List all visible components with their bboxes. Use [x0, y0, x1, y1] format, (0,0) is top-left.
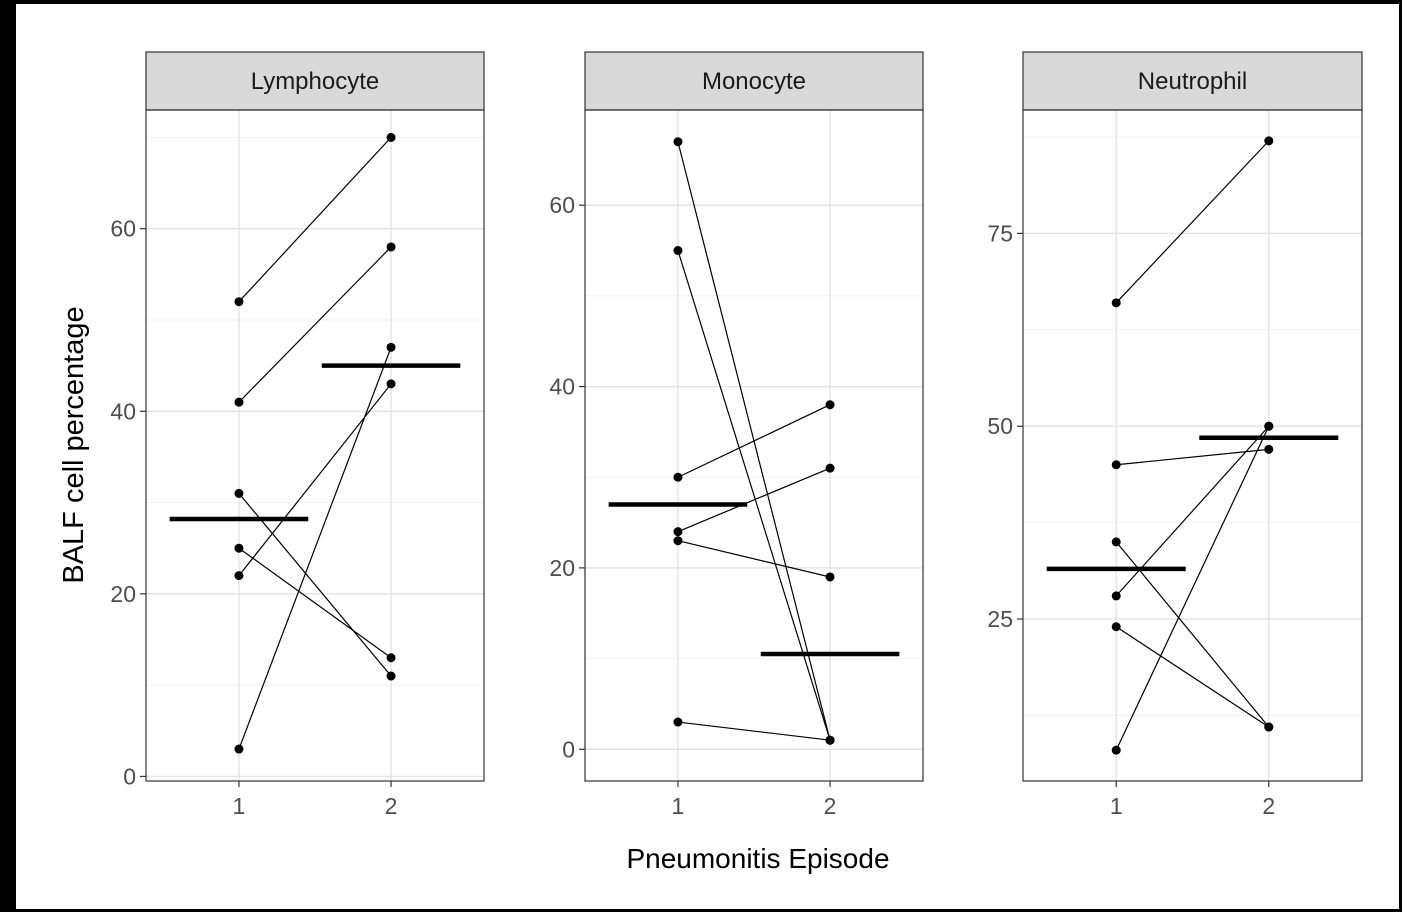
data-point-episode-2	[825, 400, 835, 410]
facet-panel-2: Monocyte 0 20 40 60 1 2	[549, 51, 924, 819]
x-tick-label: 1	[1110, 793, 1123, 819]
data-point-episode-1	[1111, 591, 1121, 601]
data-point-episode-1	[234, 297, 244, 307]
x-axis-title: Pneumonitis Episode	[626, 843, 889, 874]
data-point-episode-2	[825, 572, 835, 582]
facet-title: Monocyte	[702, 68, 806, 95]
pair-line	[1115, 541, 1270, 728]
data-point-episode-1	[234, 488, 244, 498]
x-tick-label: 1	[233, 793, 246, 819]
pair-line	[677, 250, 831, 741]
data-point-episode-1	[234, 744, 244, 754]
data-point-episode-1	[1111, 537, 1121, 547]
panel-border	[584, 109, 924, 782]
data-point-episode-1	[673, 536, 683, 546]
facet-strip	[584, 51, 924, 111]
data-point-episode-1	[673, 246, 683, 256]
data-point-episode-2	[386, 671, 396, 681]
data-point-episode-1	[673, 527, 683, 537]
data-point-episode-2	[386, 132, 396, 142]
facet-strip	[1022, 51, 1363, 111]
y-tick-label: 20	[110, 581, 136, 607]
data-point-episode-1	[234, 571, 244, 581]
y-tick-label: 0	[562, 736, 575, 762]
pair-line	[238, 136, 392, 303]
pair-line	[1115, 140, 1270, 304]
data-point-episode-2	[386, 242, 396, 252]
data-point-episode-2	[1264, 421, 1274, 431]
data-point-episode-2	[825, 735, 835, 745]
y-tick-label: 50	[987, 413, 1013, 439]
data-point-episode-2	[386, 342, 396, 352]
y-tick-label: 75	[987, 220, 1013, 246]
x-tick-label: 2	[824, 793, 837, 819]
pair-line	[1115, 425, 1270, 751]
pair-line	[238, 493, 392, 677]
y-tick-label: 40	[110, 398, 136, 424]
panel-background	[146, 110, 484, 781]
data-point-episode-1	[1111, 745, 1121, 755]
y-tick-label: 60	[110, 216, 136, 242]
facet-panel-1: Lymphocyte 0 20 40 60 1 2	[110, 51, 485, 819]
pair-line	[1115, 626, 1270, 728]
y-tick-label: 60	[549, 192, 575, 218]
x-tick-label: 2	[385, 793, 398, 819]
y-tick-label: 40	[549, 374, 575, 400]
facet-title: Neutrophil	[1138, 68, 1247, 95]
facet-title: Lymphocyte	[251, 68, 380, 95]
y-tick-label: 0	[123, 763, 136, 789]
panel-background	[1023, 110, 1362, 781]
data-point-episode-1	[1111, 622, 1121, 632]
x-tick-label: 2	[1262, 793, 1275, 819]
data-point-episode-2	[386, 653, 396, 663]
pair-line	[677, 467, 831, 533]
data-point-episode-1	[234, 397, 244, 407]
panel-background	[585, 110, 923, 781]
data-point-episode-1	[1111, 298, 1121, 308]
pair-line	[1116, 448, 1269, 466]
data-point-episode-2	[825, 463, 835, 473]
y-axis-title-group: BALF cell percentage	[58, 306, 90, 583]
pair-line	[677, 721, 831, 741]
data-point-episode-1	[1111, 460, 1121, 470]
panel-border	[1022, 109, 1363, 782]
data-point-episode-2	[386, 379, 396, 389]
data-point-episode-1	[234, 543, 244, 553]
data-point-episode-2	[1264, 722, 1274, 732]
facet-strip	[145, 51, 485, 111]
data-point-episode-2	[1264, 444, 1274, 454]
data-point-episode-2	[1264, 136, 1274, 146]
data-point-episode-1	[673, 137, 683, 147]
pair-line	[238, 347, 392, 750]
y-axis-title: BALF cell percentage	[58, 306, 90, 583]
panel-border	[145, 109, 485, 782]
pair-line	[238, 547, 392, 659]
data-point-episode-1	[673, 717, 683, 727]
y-tick-label: 25	[987, 606, 1013, 632]
facet-panel-3: Neutrophil 25 50 75 1 2	[987, 51, 1363, 819]
x-tick-label: 1	[672, 793, 685, 819]
pair-line	[238, 246, 392, 403]
data-point-episode-1	[673, 472, 683, 482]
y-tick-label: 20	[549, 555, 575, 581]
pair-line	[677, 404, 831, 478]
pair-line	[677, 540, 831, 578]
